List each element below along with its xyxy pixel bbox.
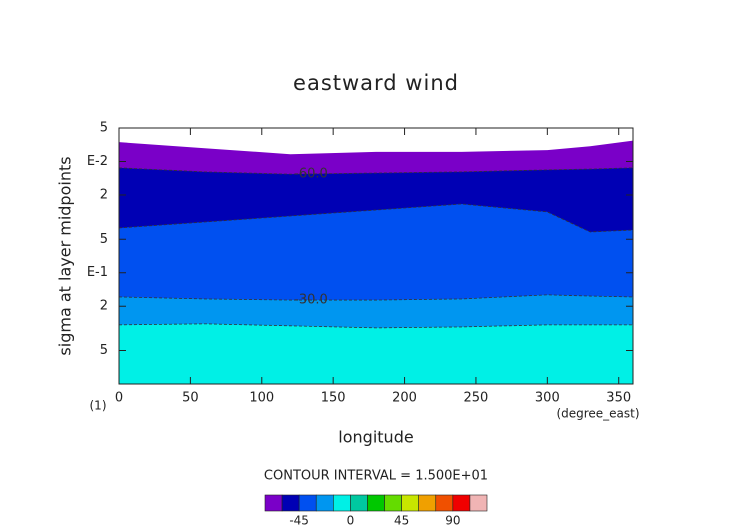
y-tick-label: 5: [100, 121, 108, 136]
x-tick-label: 300: [535, 391, 560, 406]
x-axis-label: longitude: [338, 428, 413, 447]
x-tick-label: 0: [115, 391, 123, 406]
y-tick-label: 5: [100, 232, 108, 247]
contour-line: [118, 203, 634, 233]
contour-interval: CONTOUR INTERVAL = 1.500E+01: [264, 469, 488, 484]
x-tick-label: 250: [464, 391, 489, 406]
contour-label: -60.0: [294, 166, 328, 181]
colorbar-cell: [367, 494, 385, 512]
y-tick-label: E-1: [87, 265, 108, 280]
colorbar-cell: [401, 494, 419, 512]
colorbar-cell: [298, 494, 317, 512]
contour-line: [118, 167, 634, 175]
colorbar-cell: [435, 494, 454, 512]
colorbar-tick-label: 90: [445, 514, 460, 528]
band: [119, 323, 633, 384]
y-tick-label: 5: [100, 343, 108, 358]
plot-frame: [118, 127, 634, 385]
colorbar-cell: [384, 494, 402, 512]
chart-title: eastward wind: [293, 71, 459, 95]
colorbar-cell: [452, 494, 471, 512]
x-tick-label: 350: [606, 391, 631, 406]
colorbar-cell: [281, 494, 300, 512]
colorbar-cell: [333, 494, 351, 512]
y-axis-label: sigma at layer midpoints: [56, 156, 75, 355]
x-tick-label: 50: [182, 391, 199, 406]
colorbar-tick-label: 45: [394, 514, 409, 528]
colorbar-tick-label: -45: [289, 514, 309, 528]
colorbar-cell: [469, 494, 488, 512]
colorbar-cell: [418, 494, 437, 512]
colorbar-cell: [264, 494, 283, 512]
colorbar-cell: [315, 494, 334, 512]
x-tick-label: 200: [392, 391, 417, 406]
y-tick-label: E-2: [87, 154, 108, 169]
plot-area: -60.0 -30.0: [118, 140, 634, 384]
y-tick-label: 2: [100, 299, 108, 314]
x-tick-label: 100: [249, 391, 274, 406]
x-tick-label: 150: [321, 391, 346, 406]
contour-label: -30.0: [294, 293, 328, 308]
colorbar-tick-label: 0: [347, 514, 355, 528]
colorbar-cell: [350, 494, 368, 512]
y-tick-label: 2: [100, 187, 108, 202]
x-units: (degree_east): [556, 407, 639, 421]
y-units: (1): [90, 399, 107, 413]
